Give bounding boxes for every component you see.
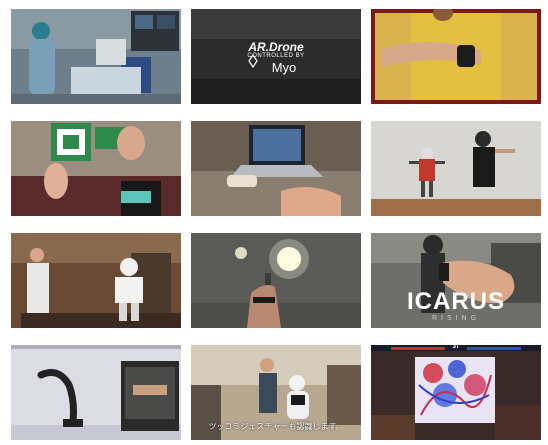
myo-brand-text: Myo bbox=[271, 60, 297, 75]
pepper-robot-image bbox=[191, 345, 361, 440]
robot-mimic-image bbox=[371, 121, 541, 216]
video-thumbnail-ar-drone[interactable]: AR.Drone CONTROLLED BY Myo bbox=[191, 9, 361, 104]
video-thumbnail-pepper[interactable]: ツッコミジェスチャーも認識します。 bbox=[191, 345, 361, 440]
gesture-game-image bbox=[11, 121, 181, 216]
video-thumbnail-robot-arm[interactable] bbox=[11, 345, 181, 440]
video-thumbnail-icarus[interactable]: ICARUS RISING bbox=[371, 233, 541, 328]
video-thumbnail-humanoid-robot[interactable] bbox=[11, 233, 181, 328]
humanoid-robot-room-image bbox=[11, 233, 181, 328]
video-thumbnail-gesture-game[interactable] bbox=[11, 121, 181, 216]
robot-arm-software-image bbox=[11, 345, 181, 440]
video-thumbnail-surgery[interactable] bbox=[11, 9, 181, 104]
armband-closeup-image bbox=[371, 9, 541, 104]
icarus-rising-image bbox=[371, 233, 541, 328]
video-thumbnail-lights[interactable] bbox=[191, 233, 361, 328]
drone-subtitle: CONTROLLED BY bbox=[247, 53, 305, 59]
fps-game-image bbox=[371, 345, 541, 440]
lights-control-image bbox=[191, 233, 361, 328]
ar-drone-image bbox=[191, 9, 361, 104]
hud-counter: 37 bbox=[452, 345, 460, 350]
icarus-title: ICARUS bbox=[406, 288, 505, 315]
video-thumbnail-fps-game[interactable]: 37 bbox=[371, 345, 541, 440]
drone-title: AR.Drone bbox=[248, 40, 304, 54]
video-thumbnail-armband[interactable] bbox=[371, 9, 541, 104]
surgery-scene-image bbox=[11, 9, 181, 104]
video-thumbnail-robot-mimic[interactable] bbox=[371, 121, 541, 216]
myo-logo-icon bbox=[248, 53, 258, 69]
video-thumbnail-desk-laptop[interactable] bbox=[191, 121, 361, 216]
icarus-subtitle: RISING bbox=[431, 315, 481, 322]
desk-laptop-image bbox=[191, 121, 361, 216]
pepper-caption: ツッコミジェスチャーも認識します。 bbox=[208, 422, 344, 431]
